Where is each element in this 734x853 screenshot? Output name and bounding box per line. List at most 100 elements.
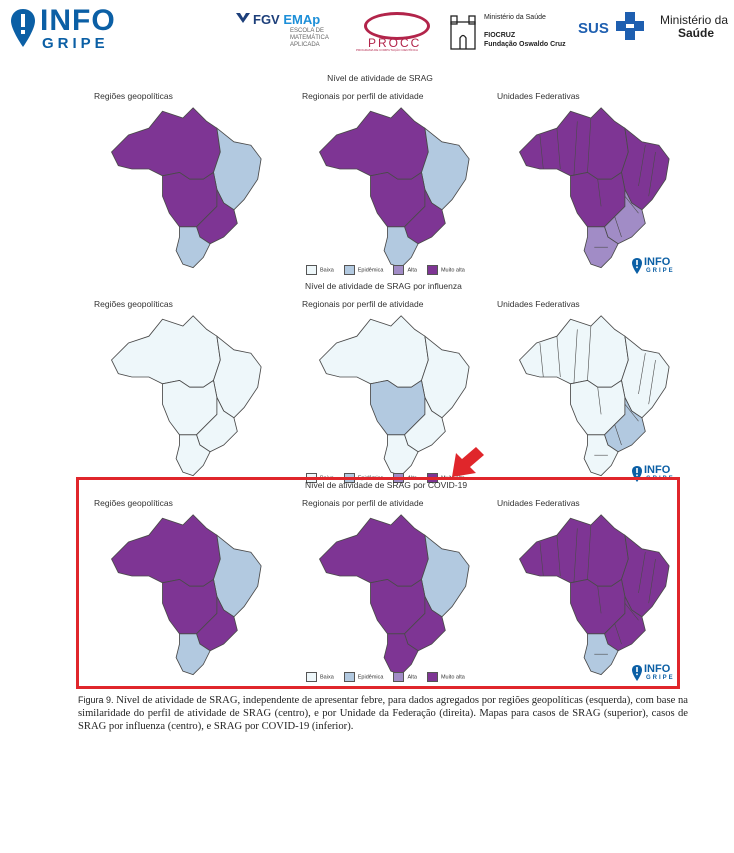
procc-name: PROCC — [368, 36, 422, 50]
procc-subtitle: PROGRAMA DE COMPUTAÇÃO CIENTÍFICA — [356, 48, 418, 52]
state-border — [556, 535, 561, 577]
column-title: Regiões geopolíticas — [94, 299, 173, 309]
column-title: Regionais por perfil de atividade — [302, 299, 424, 309]
map-region — [518, 107, 629, 180]
watermark-line1: INFO — [644, 464, 671, 476]
map-region — [318, 107, 429, 180]
state-border — [573, 121, 578, 176]
map-legend: Baixa Epidêmica Alta Muito alta — [306, 265, 475, 275]
state-border — [597, 387, 602, 415]
caption-label: Figura 9. — [78, 695, 114, 705]
red-arrow-icon — [452, 447, 484, 477]
panel-title: Nível de atividade de SRAG por COVID-19 — [305, 480, 468, 490]
state-border — [624, 404, 639, 422]
state-border — [556, 336, 561, 378]
map-region — [213, 534, 262, 618]
legend-label: Epidêmica — [357, 267, 384, 274]
state-border — [573, 329, 578, 384]
brazil-map — [110, 514, 262, 676]
map-region — [213, 335, 262, 419]
map-region — [421, 534, 470, 618]
map-region — [110, 107, 221, 180]
state-border — [539, 342, 544, 378]
location-pin-icon — [11, 9, 35, 47]
fgv-brand: FGV — [253, 12, 280, 27]
figure-caption: Figura 9. Nível de atividade de SRAG, in… — [78, 694, 688, 733]
legend-swatch — [343, 672, 355, 682]
watermark-line1: INFO — [644, 663, 671, 675]
state-border — [573, 528, 578, 583]
map-region — [421, 335, 470, 419]
brazil-map — [110, 107, 262, 269]
fgv-chevron-icon — [236, 13, 250, 23]
state-border — [614, 623, 622, 645]
procc-logo: PROCC PROGRAMA DE COMPUTAÇÃO CIENTÍFICA — [356, 10, 436, 52]
fiocruz-ministry: Ministério da Saúde — [484, 14, 546, 21]
sus-logo: SUS — [578, 12, 644, 48]
map-region — [621, 534, 670, 618]
ministry-line1: Ministério da — [660, 13, 729, 27]
cross-icon — [616, 12, 644, 40]
state-border — [648, 558, 656, 604]
state-border — [614, 424, 622, 446]
highlight-box — [76, 477, 680, 689]
legend-item: Epidêmica — [343, 265, 384, 275]
state-border — [638, 353, 646, 395]
castle-icon — [450, 15, 476, 50]
state-border — [614, 216, 622, 238]
document-header: INFO GRIPE FGV EMAp ESCOLA DE MATEMÁTICA… — [0, 0, 734, 62]
map-region — [421, 127, 470, 211]
column-title: Unidades Federativas — [497, 91, 580, 101]
legend-item: Alta — [393, 672, 417, 682]
legend-swatch — [393, 265, 405, 275]
caption-text: Nível de atividade de SRAG, independente… — [78, 695, 688, 732]
map-region — [213, 127, 262, 211]
state-border — [597, 179, 602, 207]
brazil-map — [318, 107, 470, 269]
map-region — [318, 315, 429, 388]
map-region — [383, 226, 419, 269]
legend-item: Baixa — [306, 672, 334, 682]
column-title: Unidades Federativas — [497, 498, 580, 508]
state-border — [648, 359, 656, 405]
map-region — [518, 315, 629, 388]
procc-ring-icon — [364, 12, 430, 40]
legend-label: Alta — [407, 267, 417, 274]
column-title: Unidades Federativas — [497, 299, 580, 309]
map-region — [383, 434, 419, 477]
watermark-line2: GRIPE — [646, 268, 675, 274]
brazil-map — [518, 107, 670, 269]
column-title: Regiões geopolíticas — [94, 91, 173, 101]
state-border — [597, 586, 602, 614]
brazil-map — [318, 514, 470, 676]
ministry-line2: Saúde — [678, 26, 715, 40]
legend-swatch — [426, 672, 438, 682]
legend-swatch — [343, 265, 355, 275]
brazil-map — [110, 315, 262, 477]
map-region — [175, 226, 211, 269]
fgv-brand-accent: EMAp — [283, 12, 321, 27]
state-border — [638, 552, 646, 594]
state-border — [624, 196, 639, 214]
map-region — [175, 434, 211, 477]
map-region — [110, 315, 221, 388]
fgv-subtitle: ESCOLA DE MATEMÁTICA APLICADA — [290, 28, 329, 48]
state-border — [587, 325, 592, 381]
state-border — [556, 128, 561, 170]
legend-label: Muito alta — [440, 267, 465, 274]
state-border — [587, 117, 592, 173]
fiocruz-logo: Ministério da Saúde FIOCRUZ Fundação Osw… — [450, 10, 570, 54]
panel-title: Nível de atividade de SRAG — [327, 73, 433, 83]
legend-item: Baixa — [306, 265, 334, 275]
brazil-map — [318, 315, 470, 477]
state-border — [648, 151, 656, 197]
brazil-map — [518, 514, 670, 676]
map-legend: Baixa Epidêmica Alta Muito alta — [306, 672, 475, 682]
fiocruz-name: FIOCRUZ — [484, 32, 516, 39]
infogripe-watermark: INFO GRIPE — [632, 664, 682, 684]
legend-label: Baixa — [320, 267, 334, 274]
fiocruz-fullname: Fundação Oswaldo Cruz — [484, 41, 566, 48]
location-pin-icon — [632, 258, 642, 274]
state-border — [539, 134, 544, 170]
ministerio-saude-logo: Ministério da Saúde — [660, 14, 734, 40]
